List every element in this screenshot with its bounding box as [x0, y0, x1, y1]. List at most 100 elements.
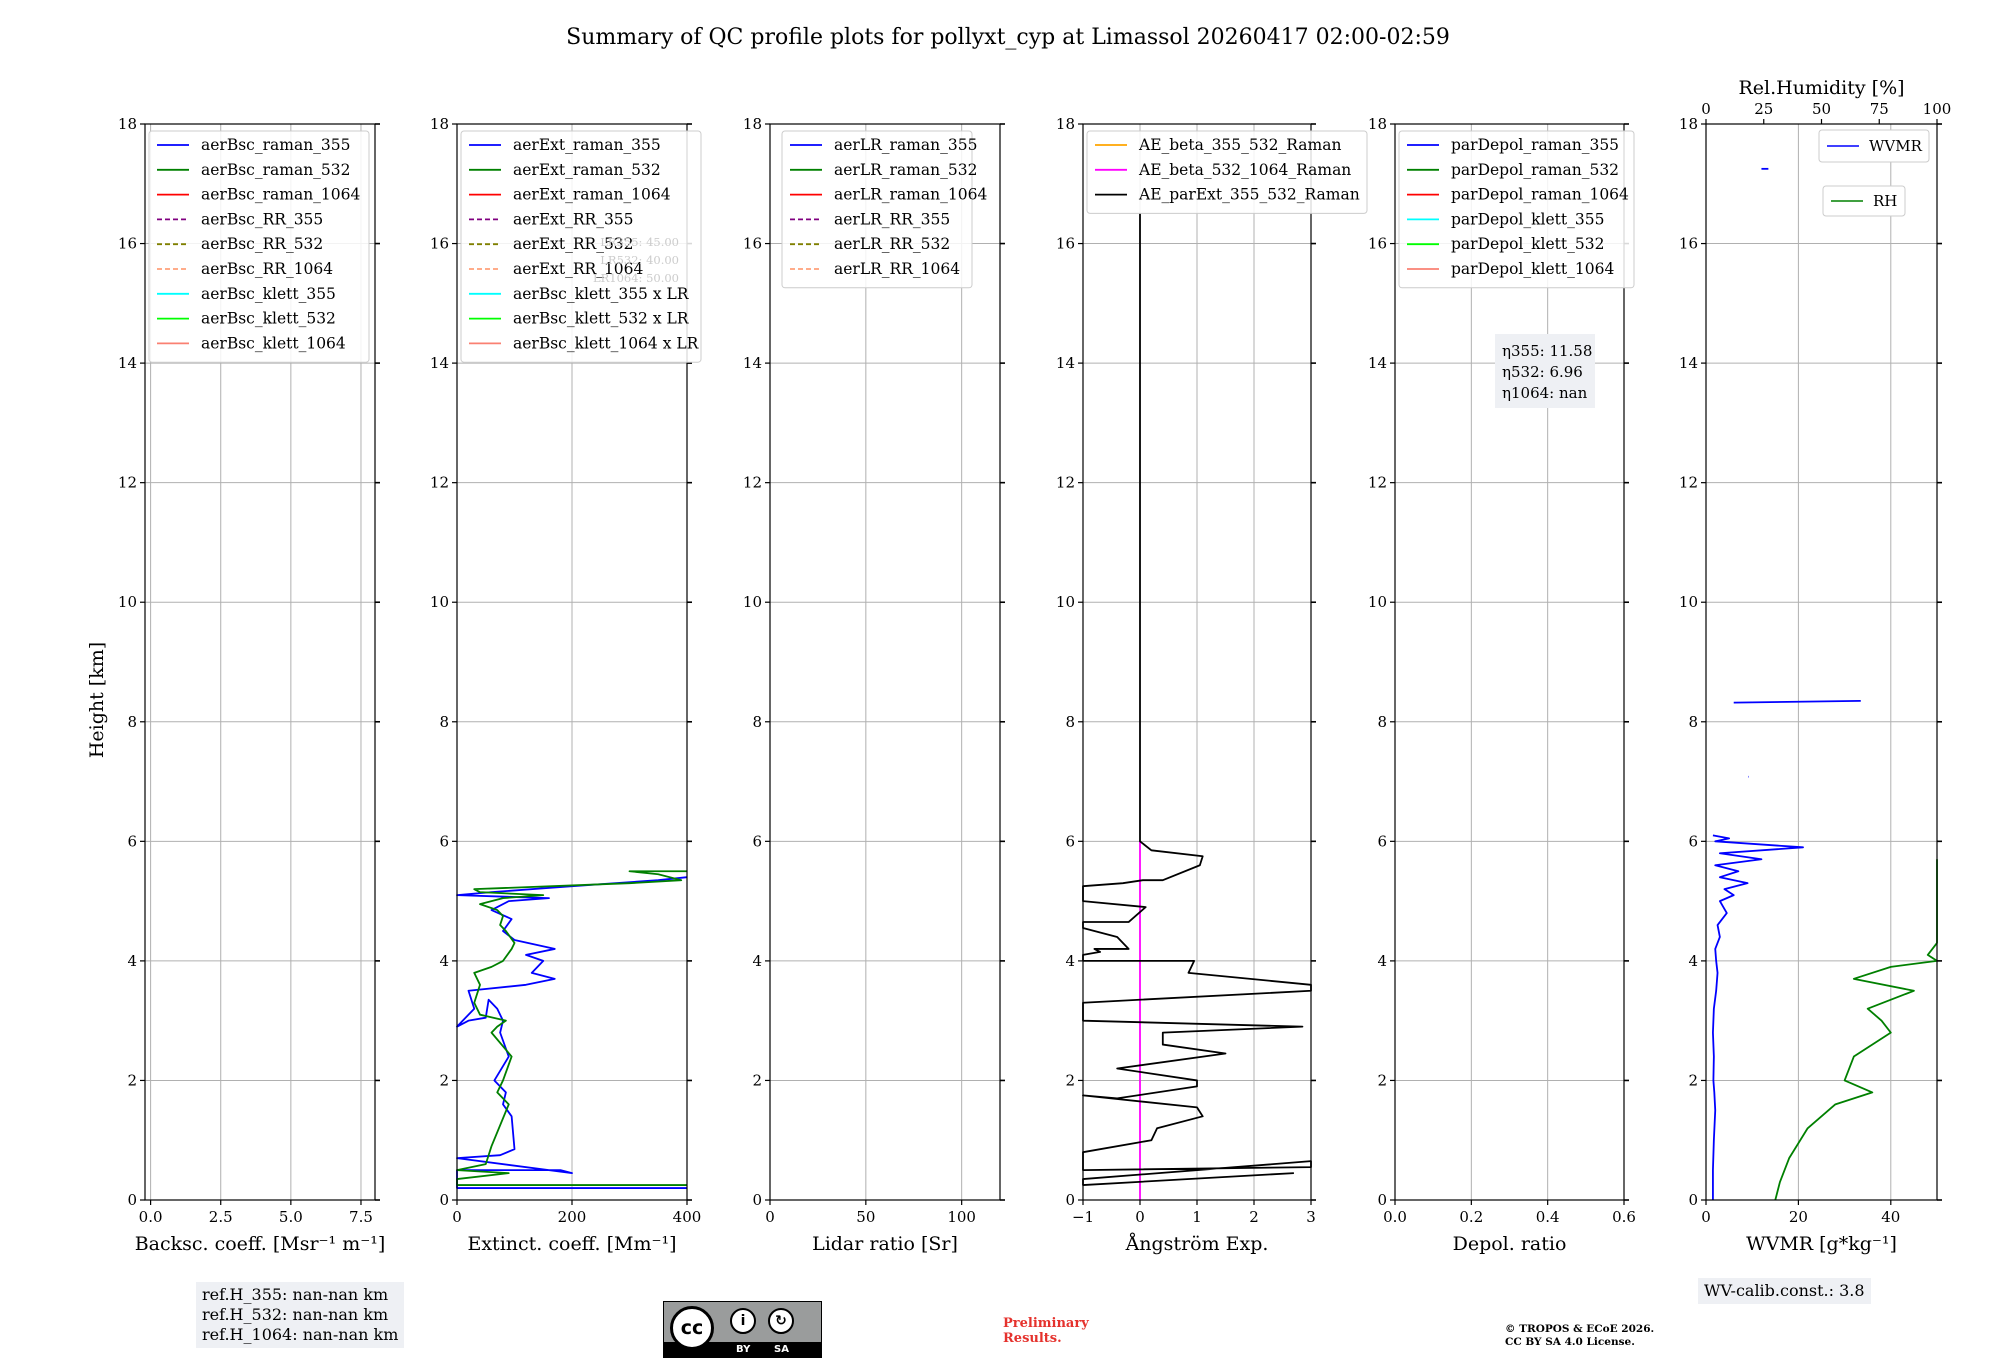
x-tick-label: 0.4 [1536, 1208, 1560, 1226]
x-tick-label: 100 [947, 1208, 976, 1226]
legend-label: aerBsc_klett_355 [201, 285, 336, 303]
y-tick-label: 18 [743, 115, 762, 133]
legend-label-rh: RH [1873, 192, 1897, 210]
eta-annotation-box [1495, 334, 1595, 408]
x-tick-label: 0.6 [1612, 1208, 1636, 1226]
person-icon: i [730, 1308, 756, 1334]
y-tick-label: 12 [1368, 474, 1387, 492]
y-tick-label: 8 [1688, 713, 1698, 731]
legend-label: AE_beta_532_1064_Raman [1138, 161, 1351, 179]
y-tick-label: 4 [439, 952, 449, 970]
figure-title: Summary of QC profile plots for pollyxt_… [566, 25, 1450, 50]
y-tick-label: 16 [118, 235, 137, 253]
axes-frame [1394, 123, 1625, 1201]
x-tick-label: −1 [1072, 1208, 1094, 1226]
y-tick-label: 0 [1065, 1191, 1075, 1209]
legend-box [460, 130, 702, 363]
y-tick-label: 4 [752, 952, 762, 970]
legend-label: aerLR_RR_532 [834, 235, 950, 253]
x-tick-label: 2 [1249, 1208, 1259, 1226]
legend-label: aerBsc_klett_1064 [201, 334, 346, 352]
y-tick-label: 0 [439, 1191, 449, 1209]
y-tick-label: 16 [1056, 235, 1075, 253]
y-tick-label: 10 [1368, 593, 1387, 611]
y-tick-label: 2 [1065, 1071, 1075, 1089]
x-tick-label: 0.0 [139, 1208, 163, 1226]
legend-label: aerBsc_RR_355 [201, 210, 323, 228]
legend-label: aerExt_raman_532 [513, 161, 661, 179]
y-tick-label: 12 [743, 474, 762, 492]
legend-label: aerBsc_RR_532 [201, 235, 323, 253]
top-axis-label: Rel.Humidity [%] [1738, 77, 1904, 99]
y-tick-label: 16 [1368, 235, 1387, 253]
legend-label: parDepol_klett_355 [1451, 210, 1604, 228]
x-axis-label: Depol. ratio [1453, 1233, 1567, 1255]
legend-label: parDepol_klett_1064 [1451, 260, 1614, 278]
x-tick-label: 200 [558, 1208, 587, 1226]
y-tick-label: 10 [430, 593, 449, 611]
wv-calib-box: WV-calib.const.: 3.8 [1698, 1278, 1871, 1304]
x-tick-label: 0 [1135, 1208, 1145, 1226]
copyright-line-1: © TROPOS & ECoE 2026. [1505, 1323, 1655, 1335]
legend-label: AE_parExt_355_532_Raman [1138, 186, 1360, 204]
series-WVMR-8km [1733, 699, 1861, 704]
x-tick-label: 0.2 [1459, 1208, 1483, 1226]
legend-label: aerLR_raman_355 [834, 136, 977, 154]
x-tick-label: 0 [765, 1208, 775, 1226]
y-tick-label: 10 [118, 593, 137, 611]
x-axis-label: Lidar ratio [Sr] [812, 1233, 958, 1255]
y-tick-label: 0 [127, 1191, 137, 1209]
y-tick-label: 12 [1056, 474, 1075, 492]
cc-logo-icon: cc [670, 1306, 714, 1350]
legend-label: AE_beta_355_532_Raman [1138, 136, 1341, 154]
legend-label: parDepol_raman_1064 [1451, 186, 1629, 204]
y-tick-label: 8 [1377, 713, 1387, 731]
y-tick-label: 0 [752, 1191, 762, 1209]
y-tick-label: 6 [1377, 832, 1387, 850]
y-tick-label: 14 [1056, 354, 1075, 372]
x-axis-label: Backsc. coeff. [Msr⁻¹ m⁻¹] [135, 1233, 386, 1255]
y-tick-label: 10 [1056, 593, 1075, 611]
x-tick-label: 400 [673, 1208, 702, 1226]
x-tick-label: 50 [856, 1208, 875, 1226]
y-tick-label: 6 [752, 832, 762, 850]
legend-label: aerLR_RR_1064 [834, 260, 960, 278]
y-tick-label: 2 [1377, 1071, 1387, 1089]
y-axis-label: Height [km] [86, 642, 108, 758]
series-RH [1774, 859, 1938, 1201]
y-tick-label: 4 [1688, 952, 1698, 970]
y-tick-label: 14 [1679, 354, 1698, 372]
x-axis-label: Ångström Exp. [1125, 1233, 1269, 1255]
top-tick-label: 0 [1701, 100, 1711, 118]
y-tick-label: 18 [1368, 115, 1387, 133]
y-tick-label: 0 [1377, 1191, 1387, 1209]
legend-label: aerExt_RR_532 [513, 235, 634, 253]
series-aerExt_raman_532 [456, 870, 687, 1186]
ref-height-355: ref.H_355: nan-nan km [202, 1285, 389, 1304]
y-tick-label: 18 [430, 115, 449, 133]
y-tick-label: 16 [430, 235, 449, 253]
copyright-note: © TROPOS & ECoE 2026. CC BY SA 4.0 Licen… [1505, 1323, 1654, 1349]
eta-annotation: η355: 11.58 [1502, 342, 1592, 360]
y-tick-label: 6 [127, 832, 137, 850]
y-tick-label: 4 [127, 952, 137, 970]
x-tick-label: 2.5 [209, 1208, 233, 1226]
panel-lidar_ratio: 0 2 4 6 8 10 12 14 16 18 0 50 100 Lidar ratio [Sr] aer… [743, 115, 1005, 1255]
legend-box-wvmr [1818, 129, 1930, 163]
series-WVMR [1712, 834, 1804, 1200]
top-tick-label: 50 [1812, 100, 1831, 118]
x-tick-label: 40 [1881, 1208, 1900, 1226]
y-tick-label: 8 [127, 713, 137, 731]
axes-frame [144, 123, 376, 1201]
axes-frame [769, 123, 1001, 1201]
y-tick-label: 12 [1679, 474, 1698, 492]
x-tick-label: 5.0 [279, 1208, 303, 1226]
legend-label: parDepol_raman_355 [1451, 136, 1619, 154]
legend-box [1398, 130, 1635, 289]
legend-label: aerBsc_klett_355 x LR [513, 285, 690, 303]
preliminary-line-2: Results. [1003, 1331, 1062, 1346]
